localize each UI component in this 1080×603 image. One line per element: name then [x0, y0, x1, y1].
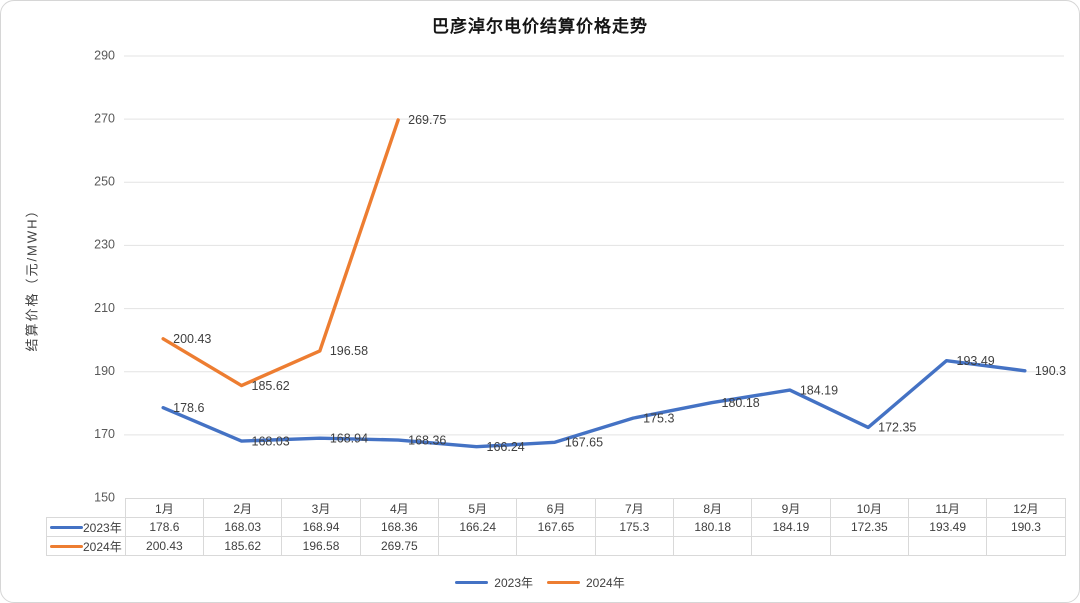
data-label: 269.75 — [408, 113, 446, 127]
table-cell — [908, 536, 988, 556]
legend-item-2024年: 2024年 — [547, 574, 625, 591]
month-header: 2月 — [203, 498, 283, 518]
table-cell: 168.36 — [360, 517, 440, 537]
data-label: 193.49 — [957, 354, 995, 368]
data-label: 180.18 — [722, 396, 760, 410]
table-cell: 178.6 — [125, 517, 205, 537]
legend-label: 2024年 — [586, 576, 625, 590]
series-line-2024年 — [161, 118, 400, 388]
month-header: 5月 — [438, 498, 518, 518]
y-tick-label: 190 — [94, 364, 115, 378]
data-label: 200.43 — [173, 332, 211, 346]
table-cell: 190.3 — [986, 517, 1066, 537]
table-cell — [986, 536, 1066, 556]
y-tick-label: 230 — [94, 238, 115, 252]
data-table: 1月 2月 3月 4月 5月 6月 7月 8月 9月 10月 11月 12月 2023年 178.6 168… — [46, 498, 1066, 556]
y-tick-label: 170 — [94, 427, 115, 441]
month-header: 4月 — [360, 498, 440, 518]
data-label: 196.58 — [330, 344, 368, 358]
series-name: 2024年 — [83, 539, 122, 554]
legend-key-icon — [455, 581, 489, 584]
series-name: 2023年 — [83, 520, 122, 535]
table-series-header: 2023年 — [46, 517, 126, 537]
y-tick-label: 290 — [94, 48, 115, 62]
table-cell — [595, 536, 675, 556]
data-label: 185.62 — [252, 379, 290, 393]
table-cell — [830, 536, 909, 556]
table-cell — [516, 536, 596, 556]
data-label: 167.65 — [565, 436, 603, 450]
data-label: 175.3 — [643, 411, 674, 425]
chart-legend: 2023年 2024年 — [1, 574, 1079, 591]
month-header: 6月 — [516, 498, 596, 518]
table-cell — [673, 536, 753, 556]
month-header: 7月 — [595, 498, 675, 518]
chart-title: 巴彦淖尔电价结算价格走势 — [432, 17, 648, 36]
table-cell: 193.49 — [908, 517, 988, 537]
data-label: 178.6 — [173, 401, 204, 415]
data-label: 172.35 — [878, 421, 916, 435]
data-label: 168.36 — [408, 433, 446, 447]
legend-item-2023年: 2023年 — [455, 574, 533, 591]
data-label: 190.3 — [1035, 364, 1066, 378]
data-label: 184.19 — [800, 383, 838, 397]
table-cell: 166.24 — [438, 517, 518, 537]
legend-label: 2023年 — [494, 576, 533, 590]
legend-key-icon — [547, 581, 580, 584]
month-header: 11月 — [908, 498, 988, 518]
month-header: 12月 — [986, 498, 1066, 518]
y-tick-label: 250 — [94, 175, 115, 189]
month-header: 1月 — [124, 498, 205, 518]
data-label: 168.03 — [252, 434, 290, 448]
table-cell — [438, 536, 518, 556]
table-cell: 172.35 — [830, 517, 909, 537]
month-header: 3月 — [281, 498, 361, 518]
table-cell — [751, 536, 831, 556]
table-cell: 180.18 — [673, 517, 753, 537]
data-label: 168.94 — [330, 432, 368, 446]
table-cell: 184.19 — [751, 517, 831, 537]
month-header: 8月 — [673, 498, 753, 518]
table-cell: 168.94 — [281, 517, 361, 537]
table-cell: 185.62 — [203, 536, 283, 556]
table-cell: 167.65 — [516, 517, 596, 537]
table-cell: 200.43 — [125, 536, 205, 556]
table-cell: 175.3 — [595, 517, 675, 537]
table-corner-cell — [46, 498, 126, 518]
month-header: 10月 — [830, 498, 909, 518]
table-cell: 168.03 — [203, 517, 283, 537]
month-header: 9月 — [751, 498, 831, 518]
table-cell: 196.58 — [281, 536, 361, 556]
series-line-2023年 — [161, 358, 1027, 449]
legend-key-icon — [50, 525, 83, 529]
y-tick-label: 270 — [94, 111, 115, 125]
y-tick-label: 210 — [94, 301, 115, 315]
table-cell: 269.75 — [360, 536, 440, 556]
data-label: 166.24 — [487, 440, 525, 454]
legend-key-icon — [50, 544, 83, 548]
table-series-header: 2024年 — [46, 536, 126, 556]
